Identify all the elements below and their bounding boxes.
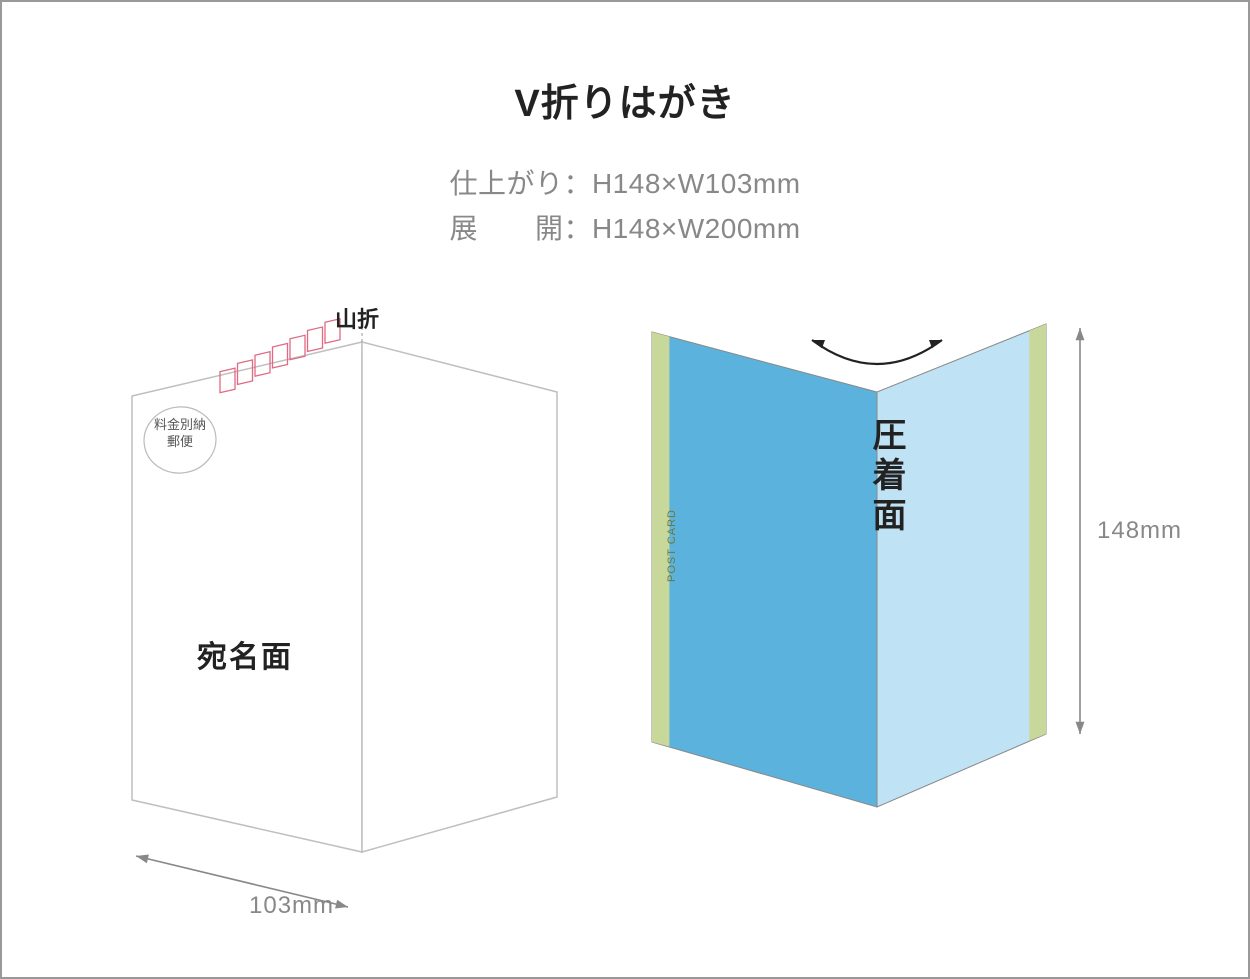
diagram-title: V折りはがき bbox=[2, 72, 1248, 127]
fold-label: 山折 bbox=[335, 302, 379, 334]
postage-stamp: 料金別納 郵便 bbox=[145, 417, 215, 451]
spec-spread: 展 開：H148×W200mm bbox=[2, 207, 1248, 252]
width-dim-label: 103mm bbox=[249, 892, 334, 920]
diagram-svg bbox=[2, 262, 1250, 942]
pressure-face-label: 圧着面 bbox=[862, 417, 911, 537]
spec-spread-value: H148×W200mm bbox=[592, 213, 801, 244]
address-face-label: 宛名面 bbox=[197, 632, 293, 676]
spec-finished: 仕上がり：H148×W103mm bbox=[2, 162, 1248, 207]
spec-spread-label: 展 開： bbox=[449, 213, 592, 244]
spec-block: 仕上がり：H148×W103mm 展 開：H148×W200mm bbox=[2, 162, 1248, 252]
diagram-stage: 山折 料金別納 郵便 宛名面 POST CARD 圧着面 103mm 148mm bbox=[2, 262, 1248, 942]
spec-finished-value: H148×W103mm bbox=[592, 168, 801, 199]
postcard-edge-label: POST CARD bbox=[666, 509, 678, 582]
diagram-frame: V折りはがき 仕上がり：H148×W103mm 展 開：H148×W200mm … bbox=[0, 0, 1250, 979]
spec-finished-label: 仕上がり： bbox=[449, 168, 592, 199]
height-dim-label: 148mm bbox=[1097, 517, 1182, 545]
stamp-line1: 料金別納 bbox=[154, 417, 206, 434]
stamp-line2: 郵便 bbox=[167, 434, 193, 451]
